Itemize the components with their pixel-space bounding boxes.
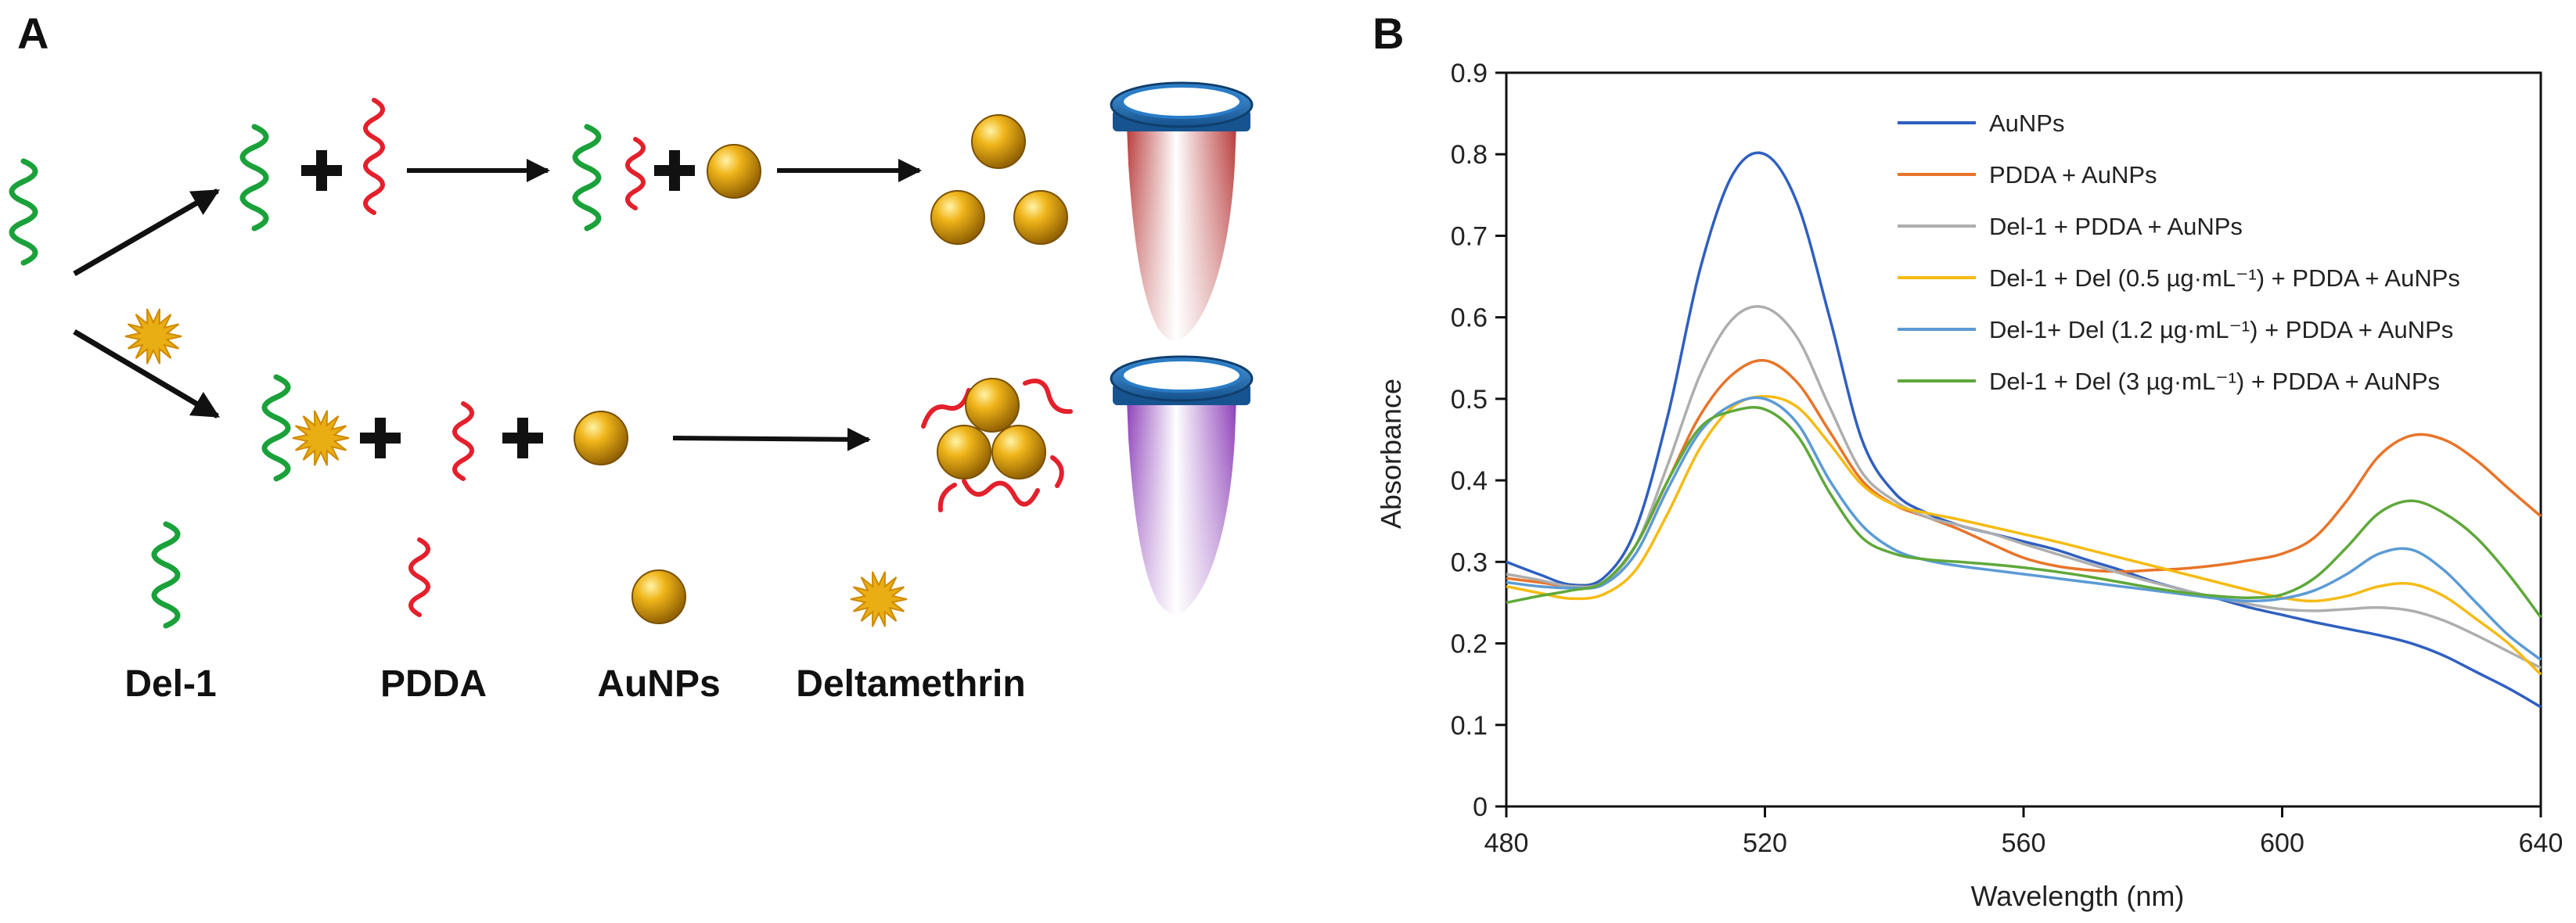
x-tick-label: 560 — [2002, 828, 2046, 858]
plus-sign — [301, 150, 342, 191]
pdda-strand-bottom — [452, 401, 474, 481]
panel-b: B 0 0.1 0.2 0.3 0.4 0.5 0.6 0.7 0.8 0.9 480 520 560… — [1373, 9, 2563, 912]
aptamer-strand-bound — [261, 374, 291, 482]
x-axis-title: Wavelength (nm) — [1971, 880, 2185, 912]
pdda-strand-cluster — [1050, 455, 1064, 488]
tube-red-dispersed — [1110, 81, 1254, 341]
gold-nanoparticle-dispersed — [1013, 190, 1068, 245]
legend-label-deltamethrin: Deltamethrin — [796, 663, 1025, 705]
y-tick-label: 0.3 — [1451, 548, 1488, 577]
series-line-5 — [1506, 396, 2542, 661]
x-tick-label: 480 — [1484, 828, 1529, 858]
pdda-strand-cluster — [937, 483, 957, 512]
y-tick-label: 0.6 — [1451, 303, 1488, 333]
legend-aptamer-symbol — [151, 521, 181, 629]
pdda-strand-complex — [625, 137, 646, 210]
panel-a-letter: A — [17, 9, 49, 58]
legend-label-aunps: AuNPs — [597, 663, 720, 705]
gold-nanoparticle-aggregated — [937, 425, 991, 479]
legend-pdda-symbol — [408, 537, 430, 617]
gold-nanoparticle-dispersed — [930, 190, 985, 245]
gold-nanoparticle-dispersed — [971, 114, 1026, 169]
legend-label-pdda: PDDA — [380, 663, 487, 705]
y-tick-label: 0.2 — [1451, 630, 1488, 659]
y-axis-title: Absorbance — [1375, 379, 1407, 529]
legend-label-del1: Del-1 — [124, 663, 216, 705]
legend-entry-3: Del-1 + PDDA + AuNPs — [1989, 213, 2243, 240]
arrow-step-3 — [672, 427, 871, 451]
x-axis: 480 520 560 600 640 — [1484, 806, 2563, 858]
gold-nanoparticle — [707, 144, 761, 199]
legend-entry-5: Del-1+ Del (1.2 µg·mL⁻¹) + PDDA + AuNPs — [1989, 316, 2453, 343]
series-line-4 — [1506, 395, 2542, 676]
gold-nanoparticle-aggregated — [991, 425, 1046, 479]
chart-legend: AuNPs PDDA + AuNPs Del-1 + PDDA + AuNPs Del… — [1898, 110, 2460, 395]
legend-deltamethrin-symbol — [850, 571, 908, 627]
panel-a: A — [9, 9, 1254, 705]
aptamer-strand-top — [239, 124, 269, 232]
plus-sign — [654, 150, 695, 191]
legend-entry-6: Del-1 + Del (3 µg·mL⁻¹) + PDDA + AuNPs — [1989, 368, 2440, 395]
pdda-strand-top — [363, 98, 385, 215]
y-tick-label: 0.4 — [1451, 466, 1488, 496]
y-tick-label: 0.8 — [1451, 140, 1488, 170]
aptamer-strand-start — [9, 158, 38, 266]
arrow-branch-down — [73, 329, 221, 419]
x-tick-label: 600 — [2260, 828, 2304, 858]
series-line-6 — [1506, 406, 2542, 619]
gold-nanoparticle-aggregated — [965, 378, 1020, 433]
series-lines — [1506, 151, 2542, 709]
legend-entry-1: AuNPs — [1989, 110, 2064, 137]
tube-purple-aggregated — [1110, 355, 1254, 615]
plus-sign — [502, 418, 543, 458]
gold-nanoparticle — [574, 411, 628, 465]
y-axis: 0 0.1 0.2 0.3 0.4 0.5 0.6 0.7 0.8 0.9 — [1451, 59, 1506, 822]
legend-entry-2: PDDA + AuNPs — [1989, 161, 2157, 189]
legend-aunp-symbol — [631, 569, 686, 624]
deltamethrin-burst-bound — [292, 410, 350, 466]
pdda-strand-cluster — [1023, 379, 1073, 415]
plus-sign — [360, 418, 401, 458]
panel-b-letter: B — [1373, 9, 1404, 58]
pdda-strand-cluster — [921, 388, 971, 429]
arrow-branch-up — [73, 188, 221, 277]
series-line-3 — [1506, 305, 2542, 670]
x-tick-label: 520 — [1743, 828, 1787, 858]
deltamethrin-burst-start — [124, 308, 182, 365]
y-tick-label: 0.9 — [1451, 59, 1488, 88]
legend-entry-4: Del-1 + Del (0.5 µg·mL⁻¹) + PDDA + AuNPs — [1989, 264, 2460, 292]
aptamer-strand-complex — [572, 124, 602, 232]
y-tick-label: 0 — [1473, 792, 1488, 822]
y-tick-label: 0.7 — [1451, 221, 1488, 251]
x-tick-label: 640 — [2519, 828, 2563, 858]
pdda-strand-cluster — [962, 479, 1040, 507]
y-tick-label: 0.5 — [1451, 385, 1488, 415]
y-tick-label: 0.1 — [1451, 711, 1488, 741]
